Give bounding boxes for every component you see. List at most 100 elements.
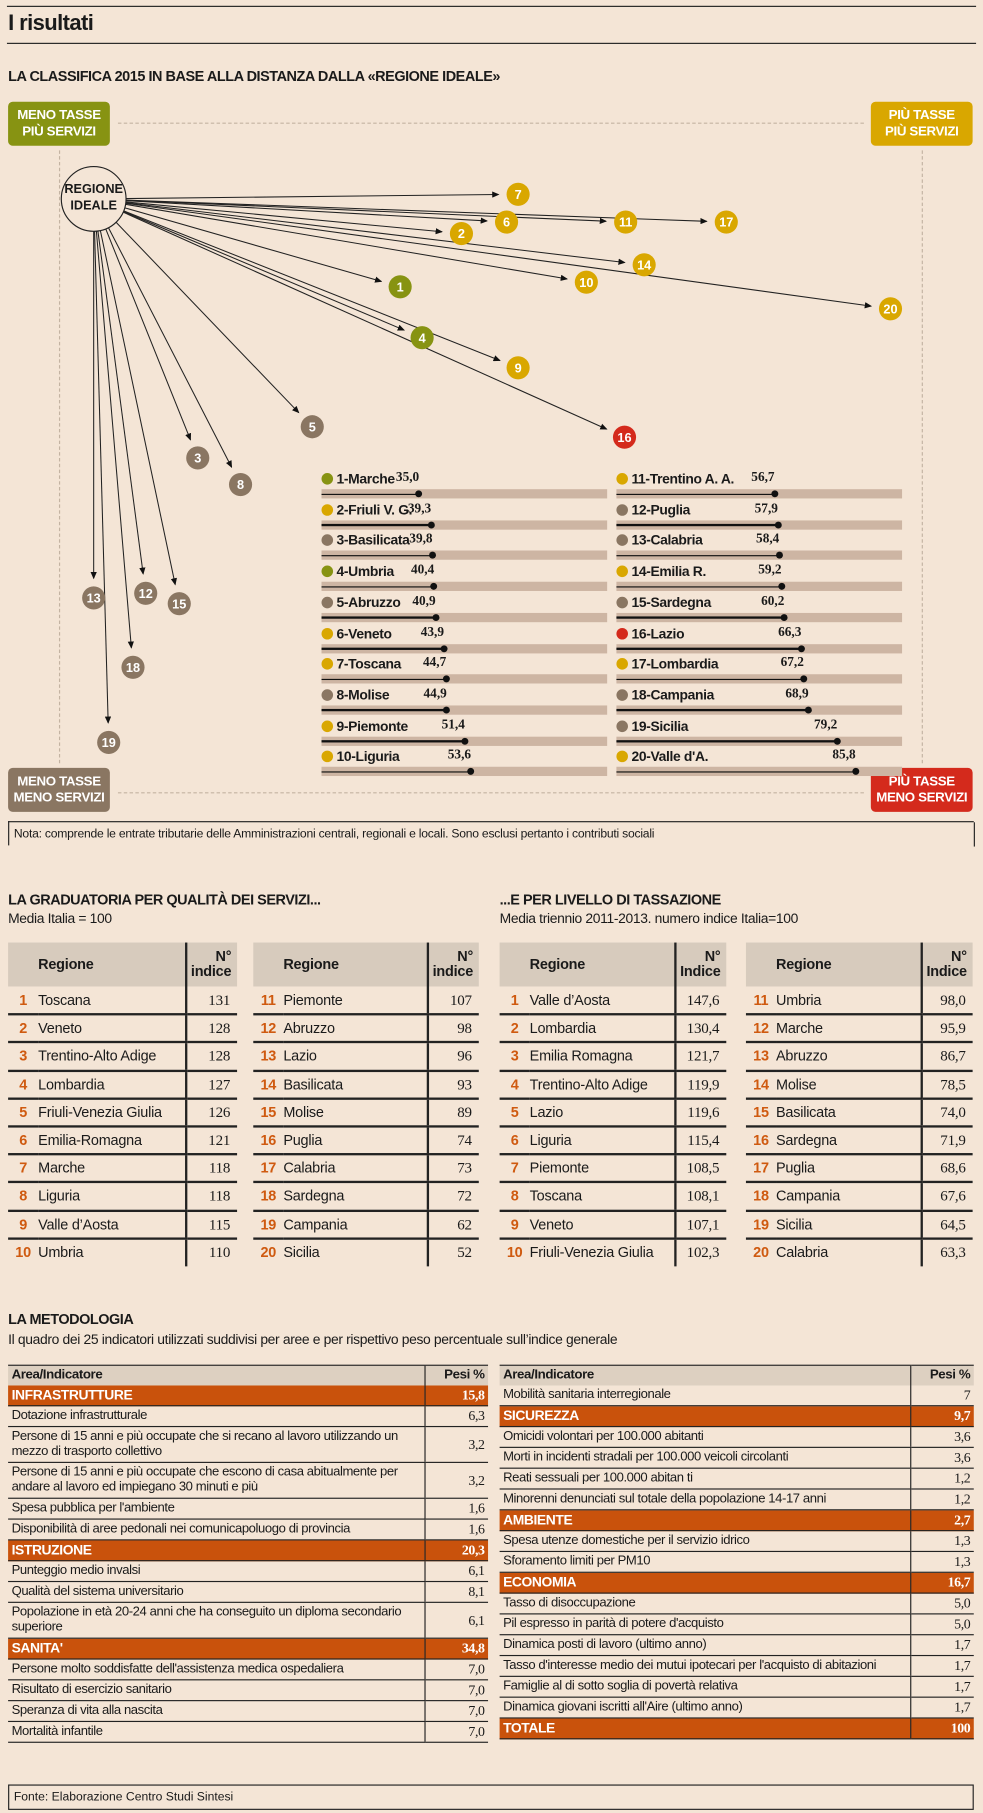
rank: 11	[253, 986, 284, 1016]
index-value: 115	[185, 1210, 238, 1240]
index-value: 127	[185, 1070, 238, 1100]
bar-end-dot	[833, 737, 841, 745]
indicator-row: Spesa utenze domestiche per il servizio …	[499, 1530, 974, 1553]
bar-value: 66,3	[778, 625, 802, 639]
index-value: 73	[426, 1154, 479, 1184]
rank: 2	[499, 1014, 530, 1044]
classifica-title: LA CLASSIFICA 2015 IN BASE ALLA DISTANZA…	[8, 68, 500, 85]
region-marker-6: 6	[494, 210, 519, 234]
bar-end-dot	[852, 768, 860, 776]
bar-end-dot	[427, 521, 435, 529]
indicator-label: Minorenni denunciati sul totale della po…	[499, 1488, 911, 1511]
index-value: 98	[426, 1014, 479, 1044]
bar-end-dot	[428, 552, 436, 560]
bar-label: 20-Valle d'A.	[616, 749, 709, 765]
region-marker-4: 4	[410, 326, 434, 350]
arrow-2	[125, 201, 443, 235]
weight: 5,0	[909, 1593, 974, 1615]
page-title: I risultati	[8, 11, 94, 36]
table-header: Area/Indicatore Pesi %	[8, 1365, 489, 1386]
bar-label: 16-Lazio	[616, 625, 685, 641]
region: Molise	[776, 1070, 922, 1100]
table-row: 4 Lombardia 127	[8, 1070, 238, 1100]
rank: 2	[8, 1014, 39, 1044]
indicator-label: Popolazione in età 20-24 anni che ha con…	[8, 1602, 425, 1639]
indicator-label: Reati sessuali per 100.000 abitan ti	[499, 1468, 911, 1490]
table-row: 18 Sardegna 72	[253, 1182, 479, 1212]
index-value: 72	[426, 1182, 479, 1212]
group-dot-icon	[321, 627, 334, 639]
indicator-row: Spesa pubblica per l'ambiente 1,6	[8, 1498, 489, 1520]
region: Veneto	[38, 1014, 187, 1044]
group-dot-icon	[616, 689, 628, 701]
bar-end-dot	[443, 706, 451, 714]
region-marker-16: 16	[612, 425, 637, 449]
indicator-label: Tasso di disoccupazione	[499, 1593, 911, 1615]
region: Campania	[283, 1210, 428, 1240]
region: Lombardia	[529, 1014, 676, 1044]
rank: 18	[253, 1182, 284, 1212]
index-value: 67,6	[920, 1182, 973, 1212]
index-value: 115,4	[674, 1126, 727, 1156]
bar-region-name: 18-Campania	[631, 686, 715, 704]
table-row: 2 Lombardia 130,4	[499, 1014, 727, 1044]
corner-line: PIÙ SERVIZI	[884, 124, 959, 139]
indicator-row: Risultato di esercizio sanitario 7,0	[8, 1679, 489, 1702]
table-header: Regione N° Indice	[745, 942, 973, 987]
index-value: 74	[426, 1126, 479, 1156]
bar-end-dot	[780, 613, 788, 621]
rank: 1	[8, 986, 39, 1016]
group-dot-icon	[616, 596, 628, 609]
index-value: 95,9	[920, 1014, 973, 1044]
index-value: 119,9	[674, 1070, 727, 1100]
rank: 14	[745, 1070, 777, 1100]
region: Trentino-Alto Adige	[38, 1042, 187, 1072]
region: Calabria	[283, 1154, 428, 1184]
bar-end-dot	[800, 675, 808, 683]
rank: 16	[745, 1126, 777, 1156]
arrow-7	[126, 191, 500, 200]
bar-region-name: 15-Sardegna	[631, 594, 711, 611]
region-rank: 7	[515, 187, 522, 202]
bar-value: 68,9	[785, 686, 809, 701]
group-dot-icon	[321, 720, 334, 732]
weight: 1,7	[909, 1634, 974, 1657]
table-row: 17 Calabria 73	[253, 1154, 479, 1184]
bar-track	[321, 643, 608, 653]
weight: 1,3	[909, 1530, 974, 1553]
bar-region-name: 7-Toscana	[336, 655, 402, 673]
col-region: Regione	[745, 942, 922, 987]
bar	[321, 647, 444, 650]
table-header: Regione N° indice	[253, 942, 479, 987]
region: Valle d’Aosta	[38, 1210, 187, 1240]
weight: 1,3	[909, 1551, 974, 1573]
indicator-row: Sforamento limiti per PM10 1,3	[499, 1551, 974, 1573]
bar-value: 79,2	[814, 717, 838, 732]
servizi-table-1: Regione N° indice 1 Toscana 131 2 Veneto 128 3 Tr…	[8, 942, 238, 1267]
arrow-18	[95, 231, 134, 649]
weight: 20,3	[423, 1539, 489, 1562]
bar-label: 11-Trentino A. A.	[616, 471, 734, 487]
index-value: 121	[185, 1126, 238, 1156]
indicator-label: Qualità del sistema universitario	[8, 1581, 425, 1603]
indicator-label: SICUREZZA	[499, 1405, 911, 1428]
table-row: 1 Toscana 131	[8, 986, 238, 1016]
region-circle	[410, 326, 434, 350]
index-value: 74,0	[920, 1098, 973, 1128]
region-circle	[167, 592, 191, 616]
group-dot-icon	[321, 596, 334, 609]
region-rank: 3	[194, 451, 201, 466]
indicator-label: Risultato di esercizio sanitario	[8, 1679, 425, 1702]
arrow-10	[125, 203, 568, 281]
bar	[616, 554, 780, 557]
bar	[321, 524, 432, 526]
table-row: 13 Lazio 96	[253, 1042, 479, 1072]
bar-value: 85,8	[832, 748, 856, 763]
weight: 6,1	[423, 1560, 489, 1583]
indicator-row: Dinamica giovani iscritti all'Aire (ulti…	[499, 1697, 974, 1719]
index-value: 107,1	[674, 1210, 727, 1240]
region: Valle d’Aosta	[529, 986, 676, 1016]
metodologia-title: LA METODOLOGIA	[8, 1311, 134, 1328]
indicator-label: Dinamica posti di lavoro (ultimo anno)	[499, 1634, 911, 1657]
region-circle	[449, 222, 474, 246]
